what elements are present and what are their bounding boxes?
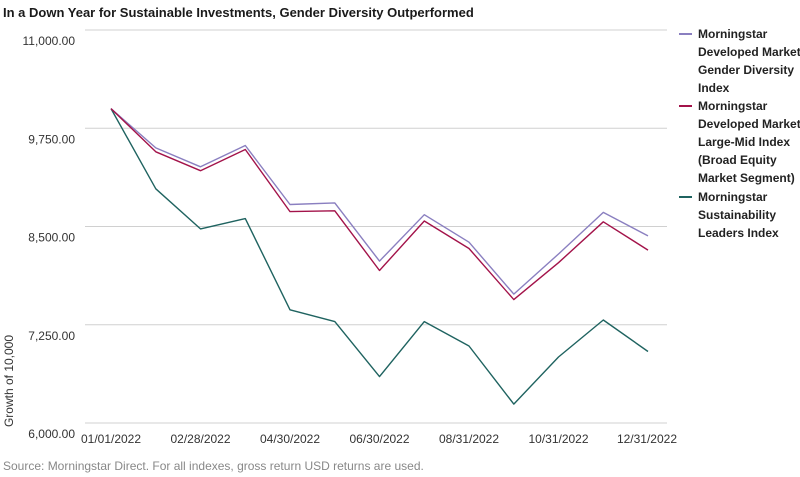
legend-entry: Morningstar Developed Markets Gender Diver… (698, 27, 800, 95)
series-line-2 (110, 108, 649, 405)
y-tick-label: 8,500.00 (28, 231, 75, 245)
y-tick-label: 6,000.00 (28, 427, 75, 441)
x-tick-label: 10/31/2022 (528, 432, 588, 446)
x-tick-label: 12/31/2022 (617, 432, 677, 446)
x-tick-label: 02/28/2022 (170, 432, 230, 446)
x-tick-label: 01/01/2022 (81, 432, 141, 446)
x-tick-label: 06/30/2022 (349, 432, 409, 446)
source-note: Source: Morningstar Direct. For all inde… (3, 459, 424, 473)
series-line-1 (110, 108, 649, 301)
grid-lines (85, 29, 667, 424)
y-tick-label: 7,250.00 (28, 329, 75, 343)
y-axis-label: Growth of 10,000 (2, 335, 16, 427)
x-tick-label: 08/31/2022 (439, 432, 499, 446)
legend: Morningstar Developed Markets Gender Diver… (679, 27, 800, 240)
series-line-0 (110, 108, 649, 295)
legend-entry: Morningstar Developed Markets Large-Mid In… (698, 99, 800, 185)
chart-title: In a Down Year for Sustainable Investmen… (3, 5, 474, 20)
legend-entry: Morningstar Sustainability Leaders Index (698, 190, 779, 240)
y-tick-label: 11,000.00 (23, 34, 76, 48)
y-axis: 11,000.00 9,750.00 8,500.00 7,250.00 6,000.0… (23, 34, 76, 441)
plot-area (110, 108, 649, 405)
x-tick-label: 04/30/2022 (260, 432, 320, 446)
y-tick-label: 9,750.00 (28, 132, 75, 146)
x-axis: 01/01/2022 02/28/2022 04/30/2022 06/30/2022… (81, 432, 677, 446)
